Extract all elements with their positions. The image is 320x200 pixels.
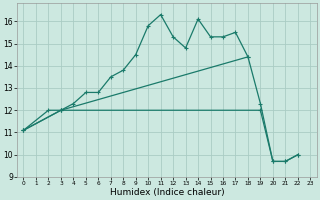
X-axis label: Humidex (Indice chaleur): Humidex (Indice chaleur): [109, 188, 224, 197]
